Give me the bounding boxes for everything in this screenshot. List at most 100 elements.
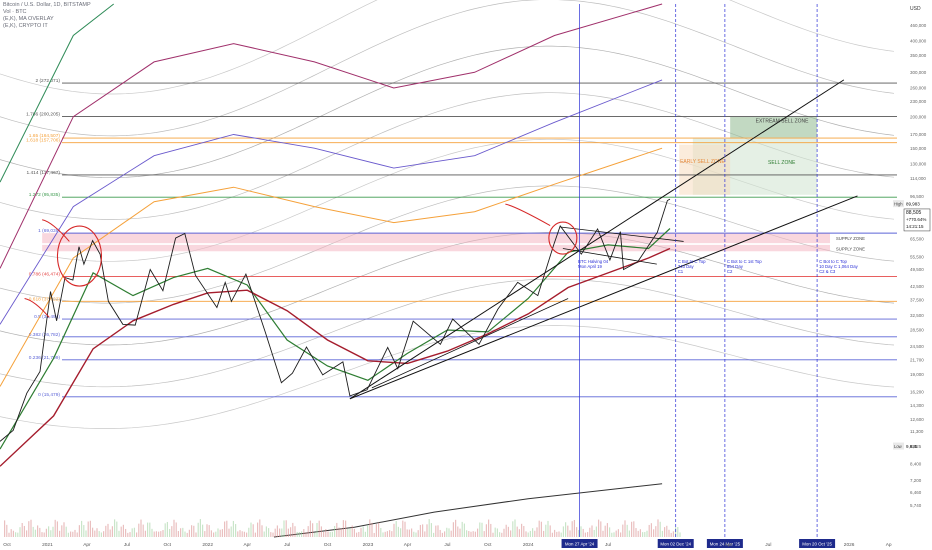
countdown-time: 14:21:15 bbox=[906, 224, 924, 229]
volume-bar bbox=[415, 532, 417, 537]
date-badge-label: Mon 02 Dec '24 bbox=[660, 542, 691, 547]
y-tick-label: 260,000 bbox=[910, 86, 927, 91]
volume-bar bbox=[56, 521, 58, 537]
y-tick-label: 24,500 bbox=[910, 344, 924, 349]
projection-days: 854 Day bbox=[727, 264, 744, 269]
fib-label: 2 (272,071) bbox=[35, 78, 60, 84]
y-tick-label: 300,000 bbox=[910, 70, 927, 75]
volume-bar bbox=[94, 530, 96, 537]
volume-bar bbox=[351, 525, 353, 537]
volume-bar bbox=[342, 520, 344, 537]
last-price-badge bbox=[903, 208, 931, 232]
volume-bar bbox=[419, 524, 421, 537]
volume-bar bbox=[514, 519, 516, 537]
volume-bar bbox=[248, 527, 250, 537]
high-label: High bbox=[894, 202, 903, 207]
y-tick-label: 8,400 bbox=[910, 461, 922, 466]
curves-layer bbox=[0, 3, 671, 538]
volume-bar bbox=[228, 528, 230, 537]
fib-label: 1.65 (164,507) bbox=[29, 133, 61, 139]
volume-bar bbox=[512, 521, 514, 537]
volume-bar bbox=[226, 520, 228, 537]
y-tick-label: 460,000 bbox=[910, 23, 927, 28]
projection-cycle: C2 bbox=[727, 269, 733, 274]
volume-bar bbox=[210, 530, 212, 537]
volume-bar bbox=[406, 529, 408, 537]
volume-bar bbox=[171, 526, 173, 537]
volume-bar bbox=[114, 519, 116, 537]
fib-label: 0.786 (46,474) bbox=[29, 271, 61, 277]
volume-bar bbox=[219, 529, 221, 537]
volume-bar bbox=[369, 519, 371, 537]
volume-bar bbox=[378, 522, 380, 537]
low-label: Low bbox=[894, 444, 903, 449]
volume-bar bbox=[301, 531, 303, 537]
projection-days: 10 Day C 1,064 Day bbox=[819, 264, 859, 269]
volume-bar bbox=[622, 524, 624, 537]
volume-bar bbox=[217, 528, 219, 537]
zone-rect bbox=[730, 116, 818, 138]
high-value: 89,983 bbox=[906, 202, 920, 207]
volume-bar bbox=[375, 524, 377, 537]
volume-bar bbox=[281, 528, 283, 537]
volume-bar bbox=[534, 530, 536, 537]
volume-bar bbox=[279, 528, 281, 537]
y-tick-label: 7,200 bbox=[910, 478, 922, 483]
volume-bar bbox=[435, 525, 437, 537]
y-tick-label: 21,700 bbox=[910, 357, 924, 362]
volume-bar bbox=[633, 521, 635, 537]
volume-bar bbox=[100, 532, 102, 537]
fib-label: 1.786 (200,205) bbox=[26, 112, 60, 118]
volume-bar bbox=[628, 530, 630, 537]
volume-bar bbox=[578, 529, 580, 537]
volume-bar bbox=[580, 526, 582, 537]
volume-bar bbox=[261, 525, 263, 537]
price-line bbox=[0, 198, 671, 442]
volume-bar bbox=[527, 532, 529, 537]
volume-bar bbox=[263, 531, 265, 537]
volume-bar bbox=[188, 529, 190, 537]
volume-bar bbox=[250, 522, 252, 537]
volume-bar bbox=[334, 525, 336, 537]
volume-bar bbox=[602, 530, 604, 537]
volume-bar bbox=[470, 531, 472, 537]
volume-bar bbox=[107, 523, 109, 537]
volume-bar bbox=[290, 527, 292, 537]
x-tick-label: Apr bbox=[404, 542, 412, 548]
volume-bar bbox=[404, 521, 406, 537]
date-badge bbox=[657, 539, 694, 548]
symbol-title: Bitcoin / U.S. Dollar, 1D, BITSTAMP bbox=[3, 2, 91, 8]
volume-bar bbox=[516, 526, 518, 537]
volume-bar bbox=[283, 520, 285, 537]
volume-bar bbox=[611, 532, 613, 537]
volume-bar bbox=[626, 524, 628, 537]
volume-bar bbox=[138, 523, 140, 537]
volume-bar bbox=[30, 519, 32, 537]
top-circle bbox=[56, 225, 103, 287]
volume-bar bbox=[50, 530, 52, 537]
volume-bar bbox=[294, 526, 296, 537]
volume-bar bbox=[362, 526, 364, 537]
volume-bar bbox=[448, 528, 450, 537]
volume-bar bbox=[202, 524, 204, 537]
volume-bar bbox=[39, 527, 41, 537]
volume-bar bbox=[158, 531, 160, 537]
y-tick-label: 350,000 bbox=[910, 53, 927, 58]
volume-bar bbox=[384, 531, 386, 537]
volume-bar bbox=[235, 524, 237, 537]
volume-bar bbox=[380, 527, 382, 537]
volume-bar bbox=[613, 532, 615, 537]
volume-bar bbox=[153, 531, 155, 537]
x-tick-label: Jul bbox=[605, 542, 611, 548]
volume-bar bbox=[19, 527, 21, 537]
volume-bar bbox=[28, 521, 30, 537]
volume-bar bbox=[397, 526, 399, 537]
volume-bar bbox=[677, 527, 679, 537]
x-tick-label: Ap bbox=[886, 542, 892, 548]
volume-bar bbox=[525, 531, 527, 537]
volume-bar bbox=[45, 528, 47, 537]
volume-bar bbox=[116, 521, 118, 537]
x-tick-label: Oct bbox=[3, 542, 11, 548]
